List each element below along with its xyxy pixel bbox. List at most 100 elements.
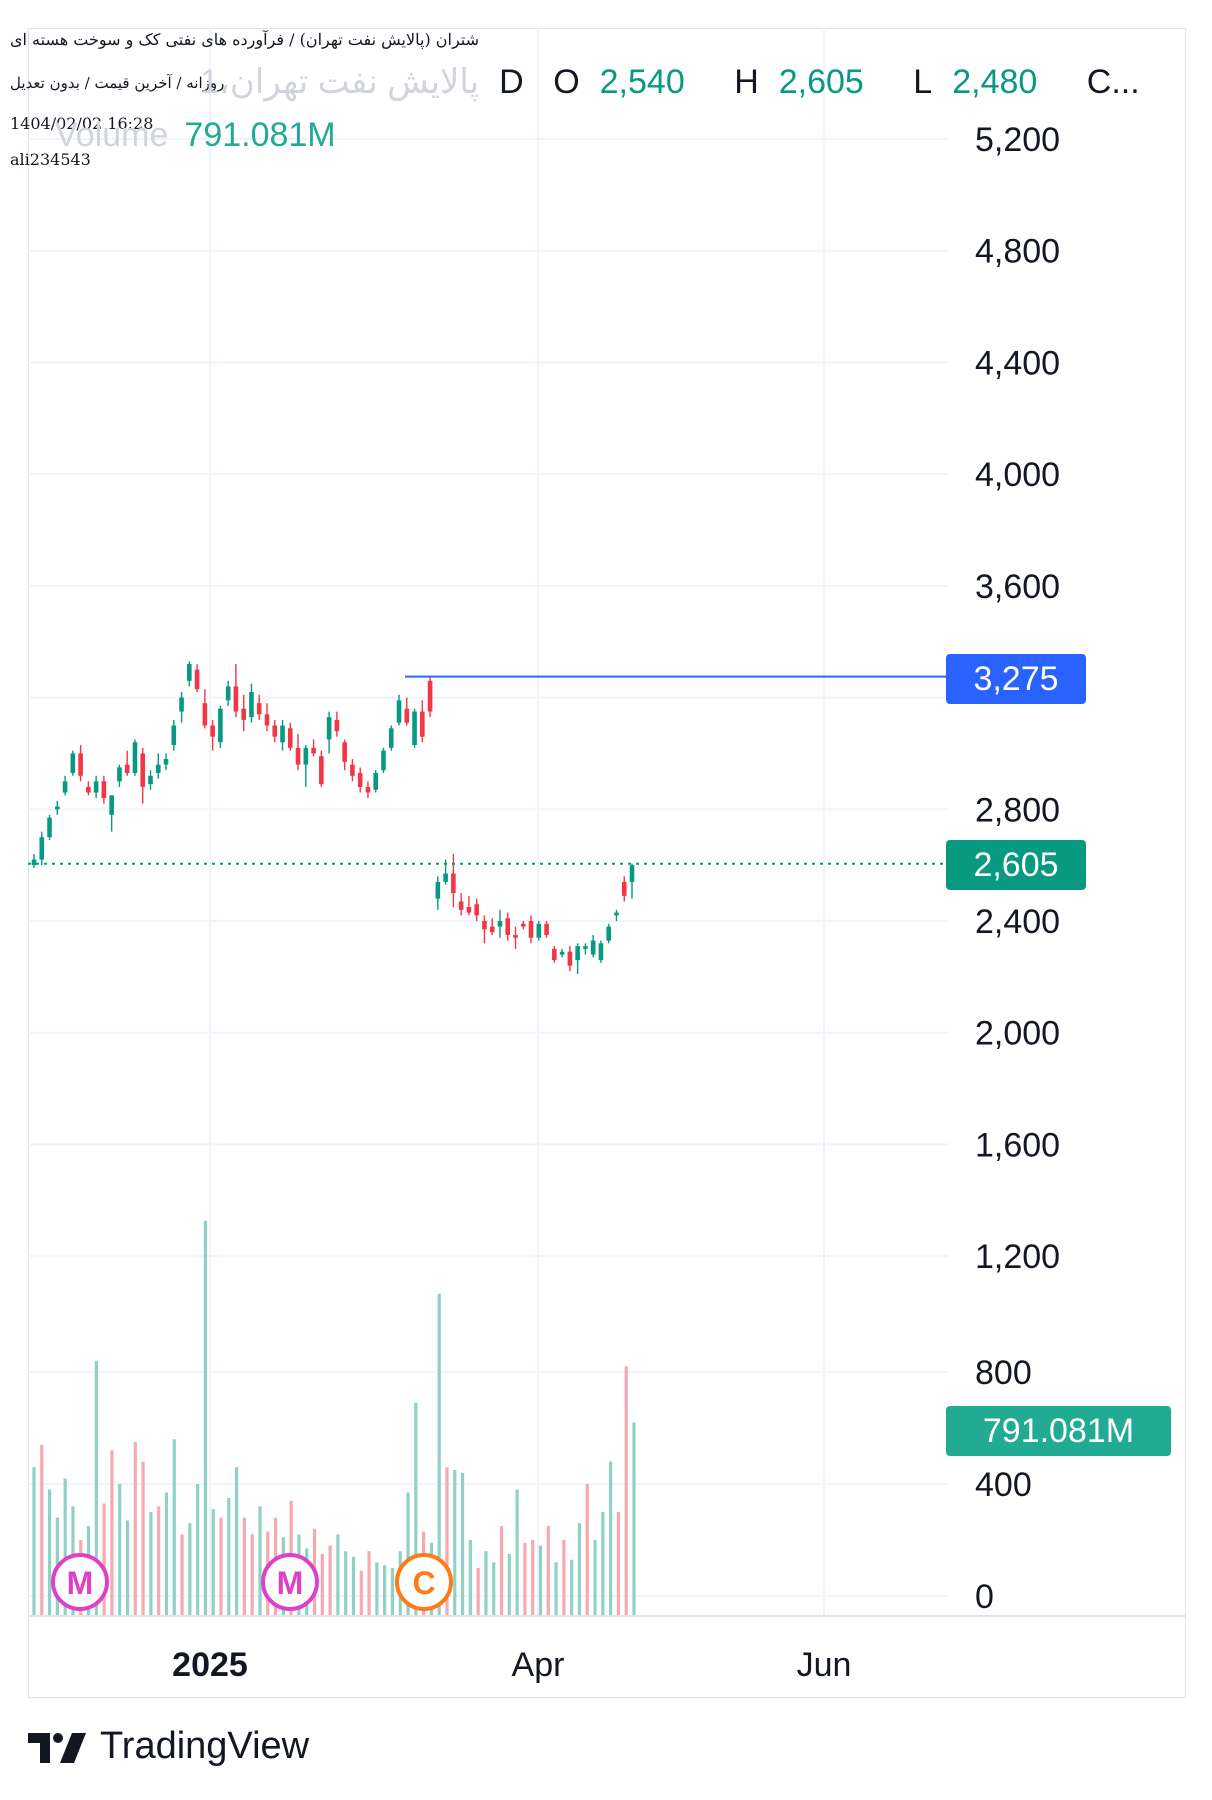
candle[interactable]	[319, 750, 324, 787]
candle[interactable]	[373, 770, 379, 793]
candle[interactable]	[78, 745, 83, 782]
candle[interactable]	[334, 711, 340, 737]
candle-body	[241, 708, 246, 720]
candle[interactable]	[194, 664, 200, 692]
candle[interactable]	[62, 775, 68, 796]
candle[interactable]	[427, 676, 433, 718]
candle[interactable]	[311, 739, 316, 757]
candle[interactable]	[264, 703, 270, 732]
candle[interactable]	[117, 764, 122, 787]
candle[interactable]	[482, 915, 487, 944]
candle[interactable]	[101, 775, 107, 804]
candle[interactable]	[47, 814, 52, 841]
candle[interactable]	[350, 759, 355, 782]
candle[interactable]	[420, 700, 425, 743]
candle[interactable]	[590, 934, 596, 958]
candle[interactable]	[342, 739, 347, 771]
candle[interactable]	[621, 876, 627, 902]
candle[interactable]	[559, 948, 565, 958]
candle[interactable]	[54, 800, 60, 815]
candle[interactable]	[365, 781, 371, 799]
candle-body	[575, 946, 580, 961]
candle[interactable]	[513, 926, 518, 949]
alert-price-tag[interactable]: 3,275	[946, 654, 1086, 704]
symbol-name[interactable]: پالایش نفت تهران،1	[200, 63, 480, 101]
candle[interactable]	[458, 893, 464, 916]
volume-bar	[593, 1540, 597, 1616]
candle[interactable]	[31, 853, 37, 868]
candle[interactable]	[474, 898, 479, 921]
event-marker[interactable]: C	[395, 1553, 453, 1611]
candle[interactable]	[614, 909, 619, 921]
candle[interactable]	[435, 876, 441, 910]
candle[interactable]	[505, 912, 511, 941]
candle[interactable]	[280, 719, 285, 751]
candle[interactable]	[357, 767, 363, 793]
volume-bar	[328, 1545, 332, 1616]
candle[interactable]	[583, 943, 588, 955]
candle[interactable]	[210, 719, 215, 751]
candle[interactable]	[256, 694, 262, 720]
candle[interactable]	[148, 770, 153, 790]
candle[interactable]	[404, 697, 410, 726]
volume-bar	[94, 1360, 98, 1616]
candle[interactable]	[39, 831, 45, 866]
candle[interactable]	[598, 940, 604, 963]
candle[interactable]	[575, 943, 580, 975]
candle[interactable]	[520, 921, 526, 930]
candle[interactable]	[163, 753, 169, 771]
candle[interactable]	[132, 739, 138, 776]
candle[interactable]	[451, 853, 456, 908]
candle[interactable]	[396, 694, 402, 726]
candle[interactable]	[187, 661, 192, 687]
ohlc-legend[interactable]: پالایش نفت تهران،1 D O 2,540 H 2,605 L 2,480…	[200, 62, 1160, 102]
candle[interactable]	[552, 946, 557, 963]
candle[interactable]	[124, 750, 130, 776]
time-tick-label: 2025	[172, 1646, 248, 1684]
candle[interactable]	[497, 909, 503, 938]
candle[interactable]	[155, 753, 161, 779]
candle-body	[155, 764, 161, 773]
volume-bar	[351, 1556, 356, 1616]
candle[interactable]	[295, 733, 301, 771]
candle[interactable]	[233, 664, 239, 718]
candle[interactable]	[466, 895, 472, 916]
candle[interactable]	[388, 725, 394, 751]
candle[interactable]	[93, 775, 99, 799]
candle-body	[505, 918, 511, 935]
candle[interactable]	[171, 719, 177, 751]
candle[interactable]	[140, 747, 146, 804]
candle[interactable]	[629, 863, 635, 899]
candle[interactable]	[241, 694, 246, 732]
candle[interactable]	[249, 683, 254, 723]
volume-legend[interactable]: Volume 791.081M	[55, 116, 336, 155]
candle[interactable]	[567, 946, 573, 972]
candle[interactable]	[489, 918, 495, 935]
price-axis: 5,200 4,800 4,400 4,000 3,600 2,800 2,400 2,000…	[975, 121, 1060, 1616]
candle[interactable]	[202, 689, 208, 729]
candle[interactable]	[179, 691, 184, 723]
candle[interactable]	[381, 747, 386, 773]
candle[interactable]	[528, 915, 534, 944]
volume-bar	[141, 1461, 145, 1616]
candle[interactable]	[225, 680, 231, 706]
candle[interactable]	[606, 923, 612, 944]
candle[interactable]	[326, 711, 332, 754]
candle[interactable]	[86, 781, 91, 796]
candle-body	[381, 750, 386, 771]
event-marker[interactable]: M	[261, 1553, 319, 1611]
event-marker[interactable]: M	[51, 1553, 109, 1611]
candle[interactable]	[303, 745, 309, 787]
candle[interactable]	[536, 921, 542, 941]
candle[interactable]	[412, 708, 417, 748]
candle[interactable]	[544, 921, 549, 938]
candle[interactable]	[109, 795, 114, 832]
candle[interactable]	[287, 722, 293, 751]
volume-bar	[172, 1439, 176, 1616]
candle[interactable]	[218, 705, 223, 748]
candle[interactable]	[70, 750, 76, 776]
interval-label[interactable]: D	[499, 63, 524, 101]
candle-body	[342, 742, 347, 762]
candle[interactable]	[272, 719, 278, 743]
